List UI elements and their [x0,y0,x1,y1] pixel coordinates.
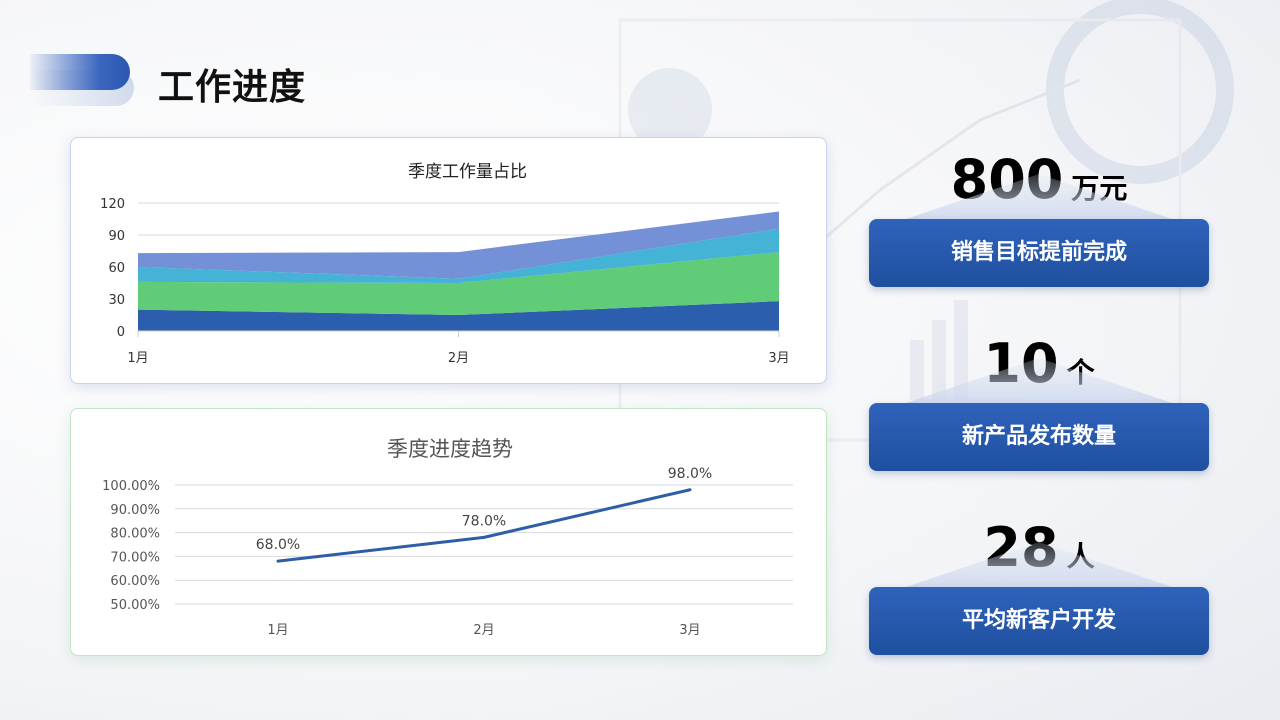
data-label: 98.0% [668,466,712,482]
y-tick-label: 70.00% [110,550,160,565]
kpi-label-box: 销售目标提前完成 [869,219,1209,287]
area-series [138,301,779,331]
data-label: 68.0% [256,537,300,553]
y-tick-label: 60.00% [110,574,160,589]
workload-chart-card: 季度工作量占比 0 30 60 90 120 1月 2月 3月 [70,137,827,384]
y-tick-label: 90.00% [110,503,160,518]
area-series [138,252,779,315]
x-tick-label: 2月 [473,623,494,638]
chart-title: 季度进度趋势 [387,437,513,461]
line-series [276,488,692,563]
kpi-label-box: 新产品发布数量 [869,403,1209,471]
y-tick-label: 30 [108,293,125,308]
area-series [138,211,779,279]
y-tick-label: 60 [108,261,125,276]
kpi-label-box: 平均新客户开发 [869,587,1209,655]
data-label: 78.0% [462,513,506,529]
title-accent-bar [30,54,130,90]
x-tick-label: 3月 [768,351,789,366]
y-tick-label: 90 [108,229,125,244]
x-tick-label: 1月 [267,623,288,638]
y-tick-label: 50.00% [110,598,160,613]
y-tick-label: 100.00% [102,479,160,494]
page-title: 工作进度 [158,67,307,108]
area-series [138,228,779,283]
workload-area-chart: 季度工作量占比 0 30 60 90 120 1月 2月 3月 [100,162,789,366]
chart-title: 季度工作量占比 [408,162,527,182]
x-tick-label: 3月 [679,623,700,638]
progress-line-chart: 季度进度趋势 50.00% 60.00% 70.00% 80.00% 90.00% 100.… [102,437,793,638]
y-tick-label: 0 [117,325,125,340]
y-tick-label: 80.00% [110,527,160,542]
y-tick-label: 120 [100,197,125,212]
progress-chart-card: 季度进度趋势 50.00% 60.00% 70.00% 80.00% 90.00% 100.… [70,408,827,656]
x-tick-label: 2月 [448,351,469,366]
x-tick-label: 1月 [127,351,148,366]
